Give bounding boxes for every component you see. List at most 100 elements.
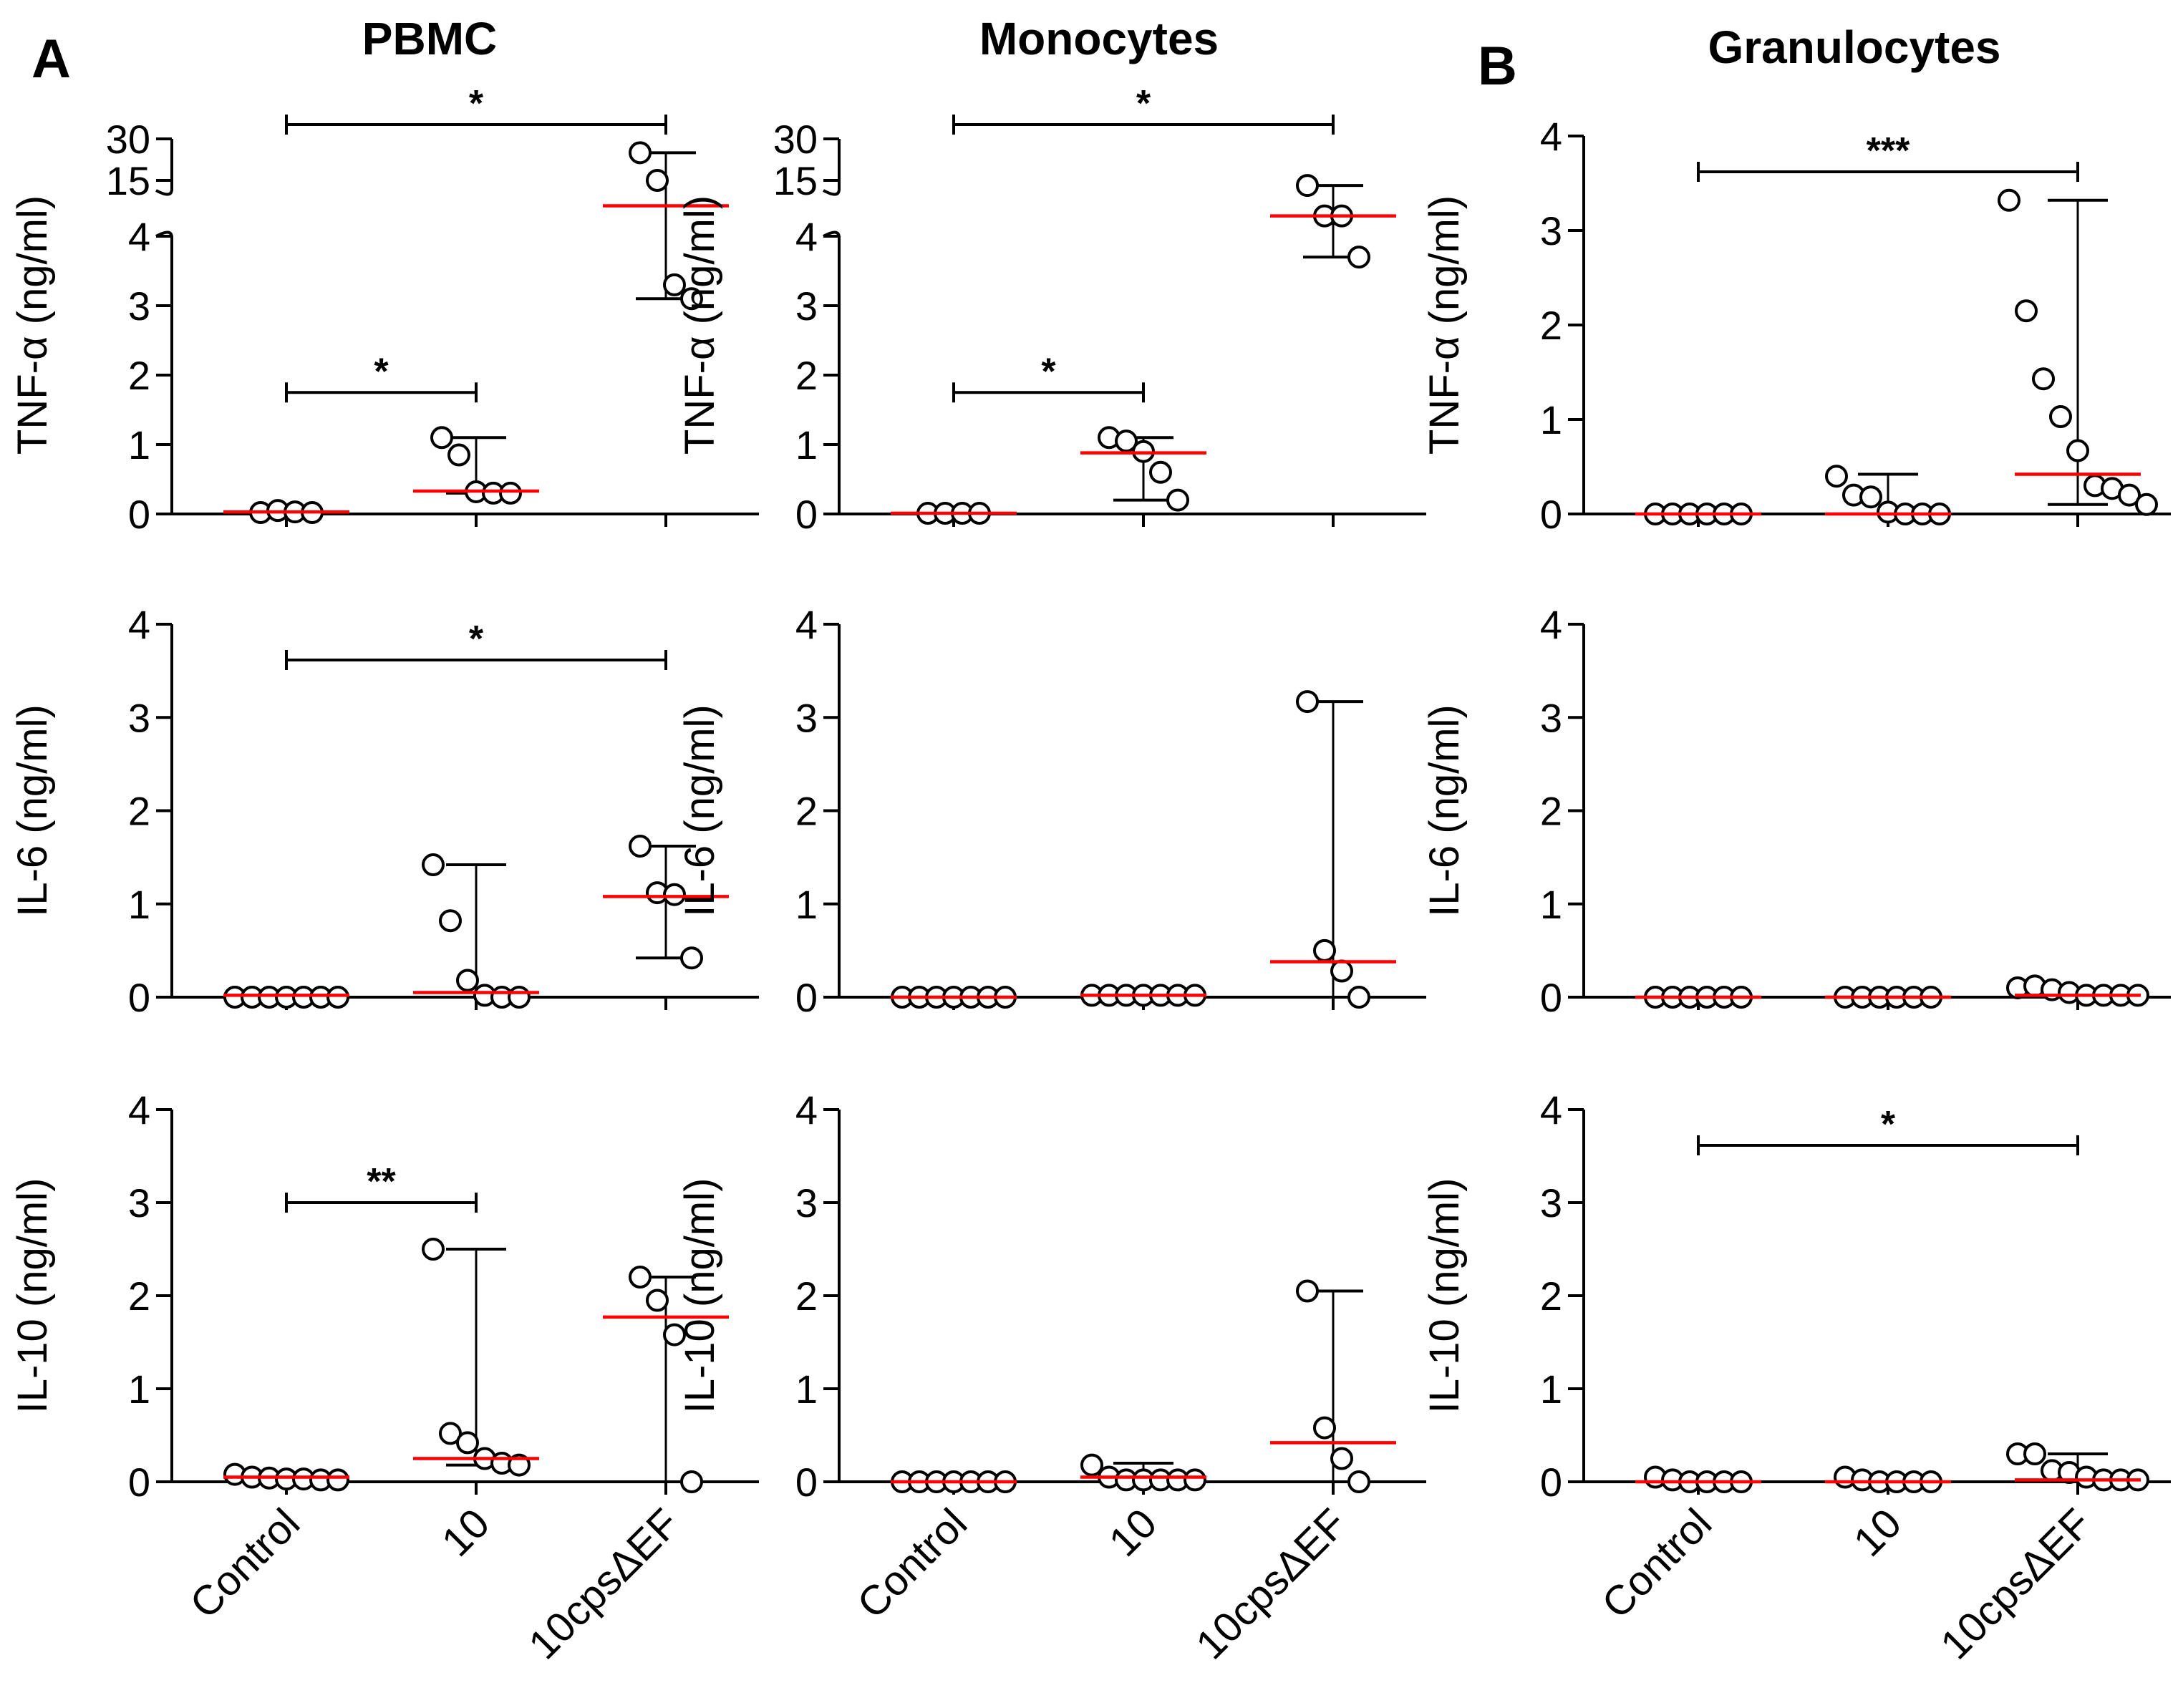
y-tick-label: 0	[795, 492, 818, 537]
series-1	[891, 986, 1017, 1009]
series-1	[223, 986, 349, 1009]
y-tick-label: 2	[1540, 303, 1562, 348]
data-point	[439, 909, 462, 933]
data-point	[1347, 1470, 1370, 1493]
data-point	[326, 1468, 349, 1492]
chart-mono-il10: 0 1 2 3 4 IL-10 (ng/ml) Control 10 10cpsΔEF	[677, 1087, 1426, 1668]
group-title-granulocytes: Granulocytes	[1708, 21, 2000, 73]
data-point	[422, 853, 445, 877]
chart-gran-tnf: 0 1 2 3 4 TNF-α (ng/ml) ***	[1421, 114, 2171, 537]
series-3	[2006, 974, 2149, 1007]
data-point	[663, 883, 686, 906]
significance-bracket: ***	[1697, 130, 2079, 182]
data-point	[1330, 1447, 1353, 1470]
significance-label: *	[469, 618, 484, 660]
chart-mono-il6: 0 1 2 3 4 IL-6 (ng/ml)	[677, 602, 1426, 1020]
group-title-monocytes: Monocytes	[979, 13, 1219, 64]
y-tick-label: 4	[128, 602, 150, 647]
y-tick-label: 1	[795, 422, 818, 467]
data-point	[1313, 1416, 1336, 1440]
data-point	[2049, 405, 2072, 429]
y-tick-label: 15	[773, 158, 818, 203]
chart-pbmc-il6: 0 1 2 3 4 IL-6 (ng/ml) *	[9, 602, 759, 1020]
series-2	[1080, 426, 1206, 512]
significance-bracket: *	[285, 83, 667, 135]
series-3	[603, 1266, 729, 1493]
data-point	[1184, 1468, 1206, 1492]
series-3	[1998, 188, 2158, 516]
series-2	[413, 426, 539, 505]
x-tick-label: Control	[1593, 1500, 1720, 1627]
significance-bracket: *	[285, 618, 667, 670]
data-point	[1149, 460, 1172, 484]
y-tick-label: 3	[128, 695, 150, 740]
data-point	[1296, 174, 1319, 198]
data-point	[2015, 299, 2038, 323]
x-tick-label: 10cpsΔEF	[1187, 1500, 1355, 1668]
series-1	[223, 499, 349, 525]
y-tick-label: 3	[795, 695, 818, 740]
data-point	[1313, 938, 1336, 962]
data-point	[1347, 986, 1370, 1009]
data-point	[1080, 1453, 1103, 1477]
y-tick-label: 1	[1540, 882, 1562, 927]
series-3	[1270, 690, 1396, 1009]
series-3	[2006, 1442, 2149, 1492]
y-tick-label: 4	[1540, 1087, 1562, 1132]
y-tick-label: 4	[1540, 602, 1562, 647]
y-tick-label: 0	[795, 1460, 818, 1505]
y-tick-label: 15	[106, 158, 150, 203]
series-2	[413, 853, 539, 1009]
x-tick-label: 10	[1100, 1500, 1166, 1566]
data-point	[1296, 1279, 1319, 1303]
data-point	[508, 986, 531, 1009]
panel-label-a: A	[32, 29, 71, 89]
x-tick-label: 10	[1845, 1500, 1911, 1566]
y-tick-label: 0	[128, 1460, 150, 1505]
series-3	[603, 141, 729, 311]
y-tick-label: 3	[1540, 1180, 1562, 1226]
y-axis-label: IL-6 (ng/ml)	[9, 704, 56, 917]
y-tick-label: 2	[128, 789, 150, 834]
data-point	[1347, 246, 1370, 269]
y-tick-label: 0	[795, 975, 818, 1020]
y-axis-label: TNF-α (ng/ml)	[9, 195, 56, 455]
series-2	[1080, 1453, 1206, 1492]
y-tick-label: 3	[1540, 208, 1562, 253]
y-tick-label: 1	[795, 882, 818, 927]
series-3	[603, 834, 729, 970]
y-tick-label: 2	[128, 1273, 150, 1319]
panel-label-b: B	[1478, 36, 1517, 97]
y-tick-label: 0	[128, 975, 150, 1020]
y-axis-label: IL-6 (ng/ml)	[677, 704, 723, 917]
data-point	[2066, 439, 2089, 462]
y-tick-label: 4	[1540, 114, 1562, 159]
series-1	[891, 502, 1017, 525]
data-point	[2023, 1442, 2046, 1465]
data-point	[1998, 188, 2020, 212]
y-tick-label: 3	[1540, 695, 1562, 740]
axis-break-mark	[823, 188, 841, 196]
data-point	[1296, 690, 1319, 714]
y-tick-label: 1	[128, 882, 150, 927]
y-axis-label: IL-10 (ng/ml)	[1421, 1178, 1468, 1414]
y-tick-label: 0	[1540, 975, 1562, 1020]
y-tick-label: 1	[128, 422, 150, 467]
y-tick-label: 0	[128, 492, 150, 537]
data-point	[499, 481, 522, 505]
y-tick-label: 4	[128, 214, 150, 259]
x-tick-label: Control	[181, 1500, 309, 1627]
data-point	[1825, 465, 1848, 488]
x-tick-label: 10cpsΔEF	[1932, 1500, 2100, 1668]
group-title-pbmc: PBMC	[362, 13, 497, 64]
data-point	[629, 1266, 652, 1289]
data-point	[680, 287, 703, 311]
x-tick-label: 10cpsΔEF	[520, 1500, 688, 1668]
y-tick-label: 1	[1540, 1367, 1562, 1412]
data-point	[1330, 959, 1353, 983]
data-point	[663, 1323, 686, 1346]
y-tick-label: 3	[128, 1180, 150, 1226]
y-tick-label: 0	[1540, 492, 1562, 537]
y-axis-label: IL-6 (ng/ml)	[1421, 704, 1468, 917]
